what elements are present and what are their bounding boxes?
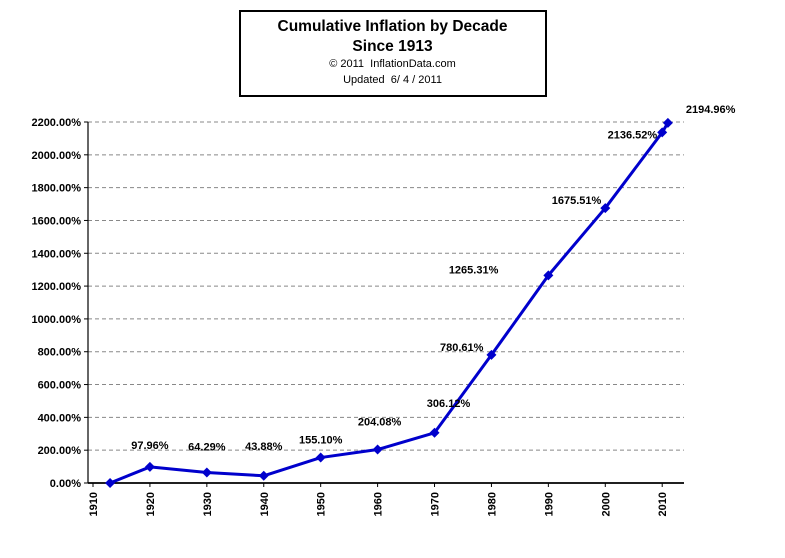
y-tick-label: 1600.00% (31, 216, 81, 228)
x-tick-label: 1950 (316, 492, 328, 516)
data-point-marker (429, 427, 440, 438)
data-point-label: 780.61% (440, 342, 484, 354)
data-point-marker (201, 467, 212, 478)
data-point-label: 306.12% (427, 398, 471, 410)
x-tick-label: 1940 (259, 492, 271, 516)
x-tick-label: 1930 (202, 492, 214, 516)
y-tick-label: 800.00% (38, 347, 82, 359)
data-point-label: 155.10% (299, 435, 343, 447)
data-point-marker (258, 470, 269, 481)
y-tick-label: 1200.00% (31, 281, 81, 293)
y-tick-label: 1800.00% (31, 183, 81, 195)
data-point-marker (486, 349, 497, 360)
data-point-marker (657, 127, 668, 138)
y-tick-label: 200.00% (38, 445, 82, 457)
data-point-marker (105, 478, 116, 489)
data-line (108, 121, 670, 485)
x-tick-label: 2010 (657, 492, 669, 516)
x-tick-label: 1960 (373, 492, 385, 516)
line-chart: 0.00% 200.00% 400.00% 600.00% 800.00% 1000.00… (31, 104, 736, 517)
x-tick-label: 1970 (430, 492, 442, 516)
chart-credit: © 2011 InflationData.com (329, 58, 456, 71)
inflation-chart-figure: Cumulative Inflation by Decade Since 191… (0, 10, 785, 558)
y-tick-label: 0.00% (50, 478, 81, 490)
data-point-label: 64.29% (188, 442, 226, 454)
data-point-label: 97.96% (131, 440, 169, 452)
y-tick-label: 2200.00% (31, 117, 81, 129)
data-point-marker (315, 452, 326, 463)
x-tick-label: 1920 (145, 492, 157, 516)
x-tick-label: 1990 (543, 492, 555, 516)
data-point-label: 204.08% (358, 417, 402, 429)
y-tick-label: 1000.00% (31, 314, 81, 326)
data-point-marker (662, 117, 673, 128)
x-tick-label: 1910 (88, 492, 100, 516)
y-tick-label: 600.00% (38, 380, 82, 392)
x-tick-label: 1980 (486, 492, 498, 516)
chart-updated-date: Updated 6/ 4 / 2011 (343, 73, 442, 86)
y-tick-label: 400.00% (38, 412, 82, 424)
data-point-label: 2136.52% (608, 129, 658, 141)
data-point-marker (600, 203, 611, 214)
chart-title-box: Cumulative Inflation by Decade Since 191… (238, 10, 547, 98)
data-point-marker (144, 461, 155, 472)
x-tick-label: 2000 (600, 492, 612, 516)
chart-title: Cumulative Inflation by Decade (277, 18, 508, 35)
data-point-label: 1675.51% (552, 195, 602, 207)
chart-subtitle: Since 1913 (352, 38, 433, 56)
y-tick-label: 2000.00% (31, 150, 81, 162)
data-point-label: 1265.31% (449, 264, 499, 276)
data-point-label: 43.88% (245, 441, 283, 453)
data-point-label: 2194.96% (686, 104, 736, 116)
data-point-marker (372, 444, 383, 455)
data-point-marker (543, 270, 554, 281)
y-tick-label: 1400.00% (31, 248, 81, 260)
